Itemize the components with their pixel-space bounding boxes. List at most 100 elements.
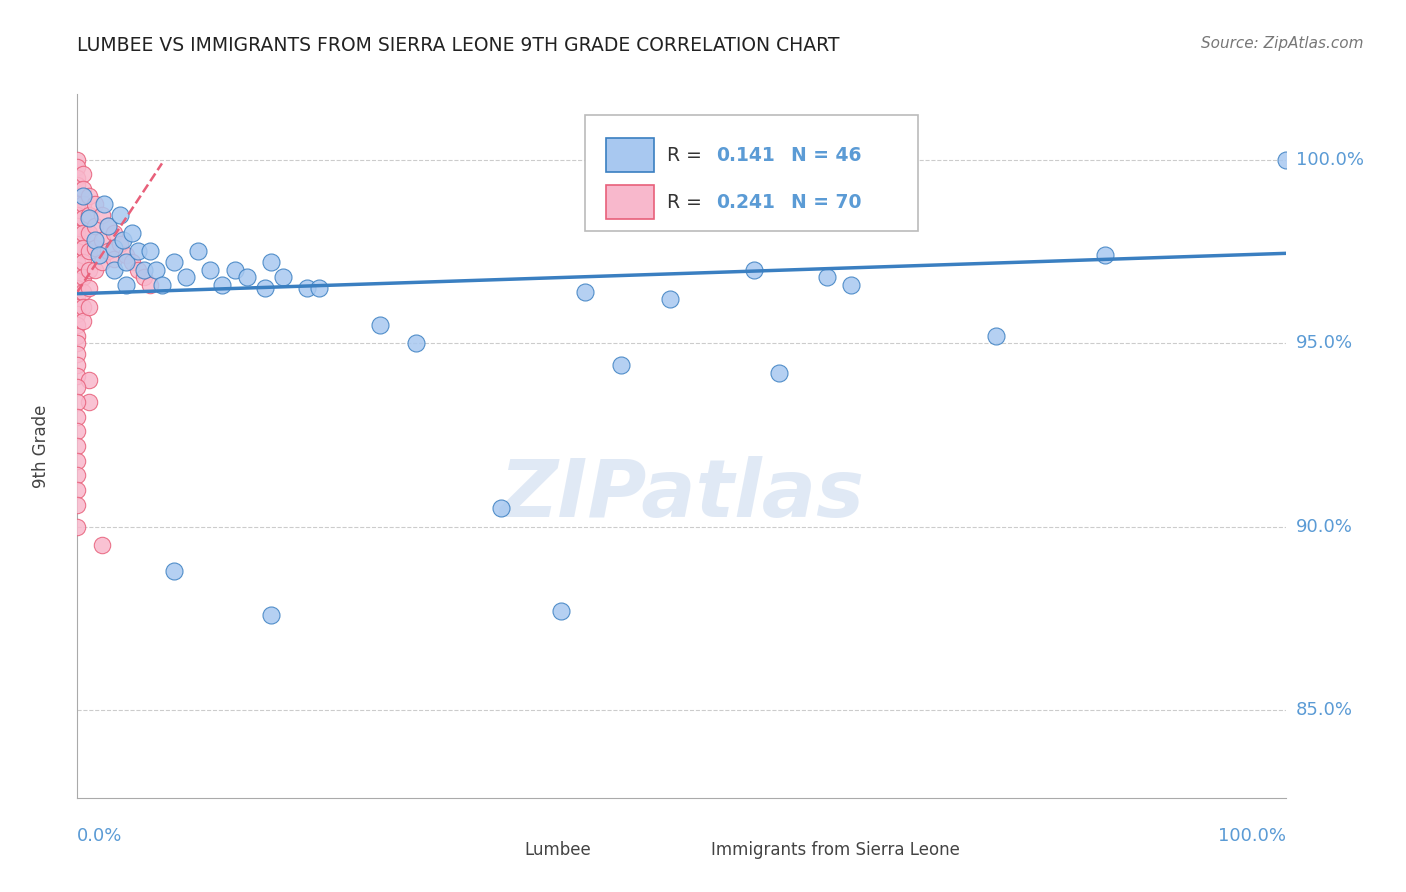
FancyBboxPatch shape (669, 837, 703, 863)
Point (368, 318, 391, 332)
Point (1275, 153, 1298, 167)
Point (489, 501, 512, 516)
Point (90, 208, 112, 222)
Point (121, 255, 143, 269)
Point (72, 285, 94, 299)
Point (66, 244, 89, 259)
Point (72, 241, 94, 255)
Point (79, 208, 101, 222)
Point (112, 234, 135, 248)
Point (66, 263, 89, 277)
Point (72, 226, 94, 240)
Text: Lumbee: Lumbee (524, 841, 592, 860)
Point (114, 248, 136, 262)
Point (66, 219, 89, 233)
Point (260, 607, 283, 622)
Point (66, 347, 89, 361)
Point (658, 292, 681, 306)
Point (211, 277, 233, 292)
Text: 0.0%: 0.0% (77, 827, 122, 845)
Point (103, 226, 125, 240)
Point (139, 277, 162, 292)
Point (66, 380, 89, 394)
Text: R =: R = (668, 145, 709, 165)
Point (79, 373, 101, 387)
Point (271, 270, 294, 285)
Point (132, 263, 155, 277)
Point (72, 300, 94, 314)
Point (72, 196, 94, 211)
Point (66, 171, 89, 186)
Text: N = 46: N = 46 (790, 145, 862, 165)
Point (66, 520, 89, 534)
FancyBboxPatch shape (606, 138, 654, 172)
Point (308, 281, 330, 295)
Point (96, 219, 118, 233)
Point (66, 395, 89, 409)
Point (66, 178, 89, 193)
Text: 0.141: 0.141 (716, 145, 775, 165)
Point (66, 226, 89, 240)
Point (574, 285, 596, 299)
FancyBboxPatch shape (482, 837, 516, 863)
Point (986, 329, 1008, 343)
Point (108, 208, 131, 222)
Text: 100.0%: 100.0% (1296, 151, 1364, 169)
Point (66, 255, 89, 269)
Point (121, 226, 143, 240)
Point (163, 564, 186, 578)
Point (72, 211, 94, 226)
Text: Source: ZipAtlas.com: Source: ZipAtlas.com (1201, 36, 1364, 51)
Text: 9th Grade: 9th Grade (32, 404, 51, 488)
Text: 95.0%: 95.0% (1296, 334, 1354, 352)
Point (90, 255, 112, 269)
Point (79, 281, 101, 295)
Point (114, 277, 136, 292)
Point (79, 211, 101, 226)
Point (253, 281, 276, 295)
Point (187, 244, 209, 259)
Point (66, 318, 89, 332)
Point (1094, 248, 1116, 262)
Point (145, 263, 167, 277)
Point (84, 219, 107, 233)
Point (66, 329, 89, 343)
Point (87, 248, 110, 262)
Point (79, 226, 101, 240)
Point (72, 168, 94, 182)
Point (66, 453, 89, 467)
Point (768, 366, 790, 380)
Point (66, 439, 89, 453)
Point (72, 314, 94, 328)
Point (103, 241, 125, 255)
Point (72, 270, 94, 285)
Point (150, 277, 173, 292)
Point (260, 255, 283, 269)
Text: 90.0%: 90.0% (1296, 517, 1353, 536)
Point (66, 153, 89, 167)
FancyBboxPatch shape (606, 186, 654, 219)
Point (235, 270, 257, 285)
Point (839, 277, 862, 292)
Point (103, 252, 125, 266)
Point (66, 281, 89, 295)
Point (66, 358, 89, 372)
Point (744, 263, 766, 277)
Text: 85.0%: 85.0% (1296, 701, 1353, 719)
Text: R =: R = (668, 193, 709, 211)
Point (114, 255, 136, 269)
Point (108, 237, 131, 252)
Point (72, 255, 94, 269)
Point (84, 196, 107, 211)
Point (66, 208, 89, 222)
Point (79, 189, 101, 203)
Point (174, 270, 197, 285)
Point (295, 281, 318, 295)
Text: ZIPatlas: ZIPatlas (499, 457, 865, 534)
Point (139, 244, 162, 259)
Point (224, 263, 246, 277)
Point (66, 307, 89, 321)
Point (405, 336, 427, 351)
Point (66, 498, 89, 512)
FancyBboxPatch shape (585, 115, 918, 231)
